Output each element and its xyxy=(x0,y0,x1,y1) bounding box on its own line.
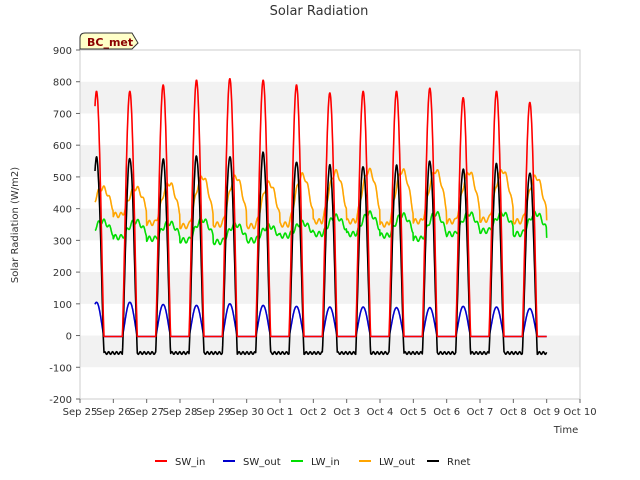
grid-band xyxy=(80,208,580,241)
y-tick-label: -100 xyxy=(49,363,72,374)
plot-frame xyxy=(79,49,581,400)
x-tick-label: Oct 5 xyxy=(400,407,427,418)
x-tick-label: Oct 3 xyxy=(333,407,360,418)
x-tick-label: Sep 30 xyxy=(229,407,264,418)
series-layer xyxy=(94,78,548,356)
chart-title: Solar Radiation xyxy=(270,4,369,19)
legend-label-sw-out: SW_out xyxy=(243,457,281,468)
y-tick-label: 200 xyxy=(53,268,72,279)
x-tick-label: Oct 7 xyxy=(467,407,494,418)
x-tick-label: Oct 4 xyxy=(367,407,394,418)
y-axis: -200 -100 0 100 200 300 400 500 600 700 800 900 xyxy=(49,46,80,406)
x-tick-label: Oct 6 xyxy=(433,407,460,418)
legend-label-rnet: Rnet xyxy=(447,457,470,468)
y-tick-label: 700 xyxy=(53,109,72,120)
y-tick-label: 0 xyxy=(66,332,72,343)
station-badge-shape xyxy=(79,32,139,50)
y-axis-title: Solar Radiation (W/m2) xyxy=(10,167,21,283)
y-tick-label: 100 xyxy=(53,300,72,311)
grid-band xyxy=(80,272,580,304)
x-tick-label: Sep 29 xyxy=(196,407,231,418)
y-tick-label: 300 xyxy=(53,236,72,247)
series-line-sw-in xyxy=(94,78,548,338)
station-badge: BC_met xyxy=(79,32,139,50)
x-tick-label: Sep 26 xyxy=(96,407,131,418)
y-tick-label: 400 xyxy=(53,205,72,216)
y-tick-label: 900 xyxy=(53,46,72,57)
x-tick-label: Sep 28 xyxy=(163,407,198,418)
series-line-rnet xyxy=(94,151,548,356)
station-badge-label: BC_met xyxy=(87,36,133,49)
legend: SW_in SW_out LW_in LW_out Rnet xyxy=(155,457,470,468)
y-tick-label: 800 xyxy=(53,78,72,89)
x-tick-label: Oct 2 xyxy=(300,407,327,418)
series-line-lw-out xyxy=(94,167,548,230)
x-tick-label: Oct 10 xyxy=(563,407,596,418)
x-tick-label: Oct 9 xyxy=(533,407,560,418)
legend-label-sw-in: SW_in xyxy=(175,457,205,468)
y-tick-label: 500 xyxy=(53,173,72,184)
x-axis-title: Time xyxy=(553,425,578,436)
x-tick-label: Sep 27 xyxy=(129,407,164,418)
y-tick-label: 600 xyxy=(53,141,72,152)
x-tick-label: Oct 1 xyxy=(267,407,294,418)
y-tick-label: -200 xyxy=(49,395,72,406)
legend-label-lw-in: LW_in xyxy=(311,457,340,468)
series-line-lw-in xyxy=(94,210,548,246)
x-tick-label: Oct 8 xyxy=(500,407,527,418)
legend-label-lw-out: LW_out xyxy=(379,457,415,468)
grid-band xyxy=(80,335,580,368)
x-tick-label: Sep 25 xyxy=(63,407,98,418)
